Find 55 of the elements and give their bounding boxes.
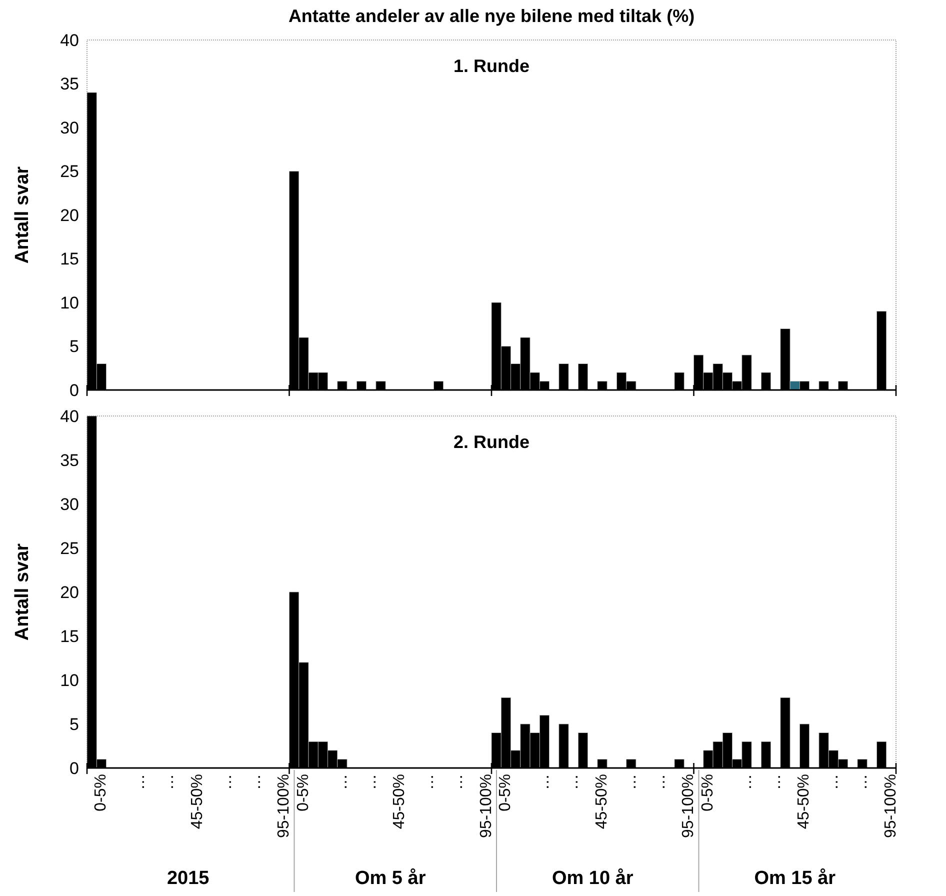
x-tick-label: … [160,774,178,790]
x-tick-label: … [449,774,466,790]
y-axis-title: Antall svar [12,166,33,264]
x-tick-label: … [854,774,871,790]
y-axis-title: Antall svar [12,542,33,641]
x-tick-label: 0-5% [92,774,110,812]
y-tick-label: 20 [60,582,79,602]
x-tick-label: 45-50% [391,774,408,830]
text: 2015 [166,868,210,889]
x-tick-label: … [333,774,350,790]
x-tick-label: 95-100% [882,774,900,838]
text: 2. Runde [453,432,530,452]
x-tick-label: … [651,774,668,790]
y-tick-label: 25 [60,538,79,558]
y-tick-label: 10 [60,293,79,312]
x-tick-label: … [622,774,640,790]
y-tick-label: 40 [60,406,79,426]
y-tick-label: 15 [60,626,79,646]
y-tick-label: 20 [60,206,79,225]
y-tick-label: 30 [60,118,79,138]
x-tick-label: 45-50% [593,774,610,830]
x-tick-label: … [218,774,235,790]
y-tick-label: 0 [70,758,79,778]
x-tick-label: 95-100% [478,774,495,838]
y-tick-label: 40 [60,30,79,50]
chart-title: Antatte andeler av alle nye bilene med tiltak (%) [288,6,695,26]
x-tick-label: 0-5% [294,774,312,812]
x-tick-label: 0-5% [699,774,716,812]
x-tick-label: … [246,774,264,790]
x-tick-label: … [824,774,842,790]
x-tick-label: … [766,774,784,790]
x-tick-label: 0-5% [497,774,514,812]
y-tick-label: 5 [70,714,79,734]
x-tick-label: … [131,774,148,790]
x-tick-label: 95-100% [276,774,293,838]
y-tick-label: 5 [70,337,79,356]
text: Om 5 år [354,868,426,889]
y-tick-label: 25 [60,162,79,182]
y-tick-label: 0 [70,380,79,400]
x-tick-label: … [536,774,553,790]
x-tick-label: 95-100% [680,774,698,838]
y-tick-label: 10 [60,670,79,690]
x-tick-label: … [420,774,438,790]
text: Om 10 år [552,868,634,889]
x-tick-label: … [564,774,582,790]
text: Om 15 år [754,868,836,889]
text: 1. Runde [453,56,530,76]
y-tick-label: 35 [60,450,79,470]
y-tick-label: 30 [60,494,79,514]
x-tick-label: … [738,774,755,790]
y-tick-label: 35 [60,74,79,94]
x-tick-label: 45-50% [188,774,206,830]
y-tick-label: 15 [60,250,79,269]
x-tick-label: … [362,774,380,790]
x-tick-label: 45-50% [796,774,813,830]
